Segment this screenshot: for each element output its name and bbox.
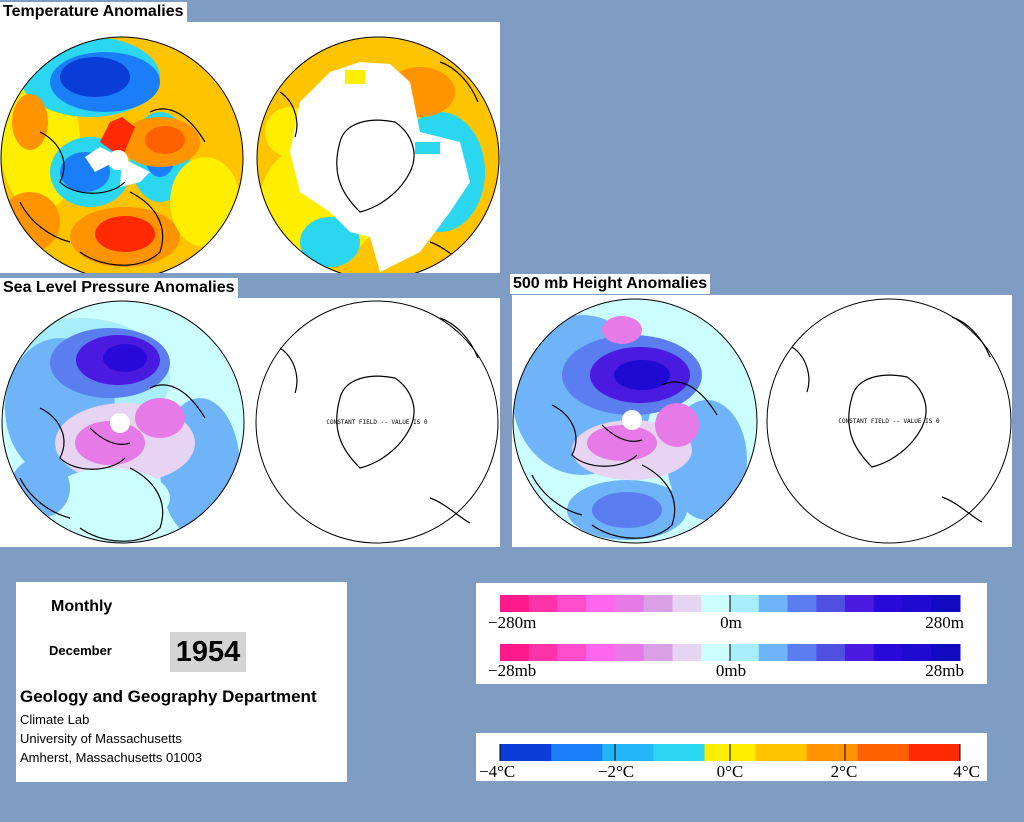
slp-north-hemisphere-map bbox=[2, 301, 244, 543]
height-color-bar bbox=[500, 595, 961, 612]
pressure-bar-swatch bbox=[701, 644, 731, 661]
pressure-color-bar bbox=[500, 644, 961, 661]
temp-legend-plus2: 2°C bbox=[831, 762, 858, 781]
height-bar-swatch bbox=[500, 595, 530, 612]
height-north-hemisphere-map bbox=[513, 299, 757, 543]
height-bar-swatch bbox=[816, 595, 846, 612]
height-south-note: CONSTANT FIELD -- VALUE IS 0 bbox=[838, 418, 940, 425]
address-label: Amherst, Massachusetts 01003 bbox=[20, 750, 203, 765]
temp-legend-minus2: −2°C bbox=[598, 762, 634, 781]
height-bar-swatch bbox=[586, 595, 616, 612]
pressure-bar-swatch bbox=[615, 644, 645, 661]
height-legend-min: −280m bbox=[488, 613, 536, 632]
height-bar-swatch bbox=[902, 595, 932, 612]
pressure-bar-swatch bbox=[557, 644, 587, 661]
pressure-bar-swatch bbox=[730, 644, 760, 661]
height-bar-swatch bbox=[730, 595, 760, 612]
pressure-bar-swatch bbox=[873, 644, 903, 661]
height-bar-swatch bbox=[615, 595, 645, 612]
height-bar-swatch bbox=[873, 595, 903, 612]
temp-bar-swatch bbox=[551, 744, 603, 761]
temp-legend-minus4: −4°C bbox=[479, 762, 515, 781]
pressure-bar-swatch bbox=[931, 644, 961, 661]
temp-legend-plus4: 4°C bbox=[953, 762, 980, 781]
height-south-hemisphere-map: CONSTANT FIELD -- VALUE IS 0 bbox=[766, 298, 1012, 544]
temp-legend-zero: 0°C bbox=[717, 762, 744, 781]
pressure-bar-swatch bbox=[787, 644, 817, 661]
temp-bar-swatch bbox=[500, 744, 552, 761]
temperature-south-hemisphere-map bbox=[257, 37, 499, 273]
university-label: University of Massachusetts bbox=[20, 731, 182, 746]
temp-bar-swatch bbox=[806, 744, 859, 761]
slp-south-note: CONSTANT FIELD -- VALUE IS 0 bbox=[326, 419, 428, 426]
height-legend-max: 280m bbox=[925, 613, 964, 632]
height-bar-swatch bbox=[643, 595, 673, 612]
height-legend-zero: 0m bbox=[720, 613, 742, 632]
height-map-panel: CONSTANT FIELD -- VALUE IS 0 bbox=[512, 295, 1012, 547]
height-bar-swatch bbox=[528, 595, 558, 612]
lab-label: Climate Lab bbox=[20, 712, 90, 727]
pressure-bar-swatch bbox=[758, 644, 788, 661]
temp-bar-swatch bbox=[908, 744, 961, 761]
pressure-bar-swatch bbox=[845, 644, 875, 661]
temperature-legend-panel: −4°C −2°C 0°C 2°C 4°C bbox=[476, 733, 987, 781]
slp-map-panel: CONSTANT FIELD -- VALUE IS 0 bbox=[0, 298, 500, 547]
pressure-bar-swatch bbox=[672, 644, 702, 661]
height-bar-swatch bbox=[701, 595, 731, 612]
month-label: December bbox=[49, 643, 112, 658]
temperature-map-panel bbox=[0, 22, 500, 273]
period-label: Monthly bbox=[51, 598, 113, 615]
height-panel-title: 500 mb Height Anomalies bbox=[510, 274, 711, 294]
anomaly-legend-panel: −280m 0m 280m −28mb 0mb 28mb bbox=[476, 583, 987, 684]
height-bar-swatch bbox=[758, 595, 788, 612]
pressure-bar-swatch bbox=[586, 644, 616, 661]
temp-bar-swatch bbox=[857, 744, 910, 761]
pressure-bar-swatch bbox=[500, 644, 530, 661]
pressure-legend-min: −28mb bbox=[488, 661, 536, 680]
temp-bar-swatch bbox=[602, 744, 654, 761]
height-bar-swatch bbox=[845, 595, 875, 612]
height-bar-swatch bbox=[557, 595, 587, 612]
pressure-bar-swatch bbox=[816, 644, 846, 661]
info-panel: Monthly December 1954 Geology and Geogra… bbox=[16, 582, 347, 782]
pressure-bar-swatch bbox=[902, 644, 932, 661]
height-bar-swatch bbox=[672, 595, 702, 612]
slp-south-hemisphere-map: CONSTANT FIELD -- VALUE IS 0 bbox=[255, 300, 499, 544]
height-bar-swatch bbox=[787, 595, 817, 612]
pressure-legend-max: 28mb bbox=[925, 661, 964, 680]
year-label: 1954 bbox=[170, 632, 246, 672]
temperature-panel-title: Temperature Anomalies bbox=[0, 2, 187, 22]
height-bar-swatch bbox=[931, 595, 961, 612]
slp-panel-title: Sea Level Pressure Anomalies bbox=[0, 278, 238, 298]
pressure-bar-swatch bbox=[528, 644, 558, 661]
temp-bar-swatch bbox=[653, 744, 705, 761]
department-label: Geology and Geography Department bbox=[20, 687, 317, 706]
pressure-bar-swatch bbox=[643, 644, 673, 661]
temp-bar-swatch bbox=[755, 744, 808, 761]
temperature-color-bar bbox=[499, 744, 961, 761]
pressure-legend-zero: 0mb bbox=[716, 661, 746, 680]
